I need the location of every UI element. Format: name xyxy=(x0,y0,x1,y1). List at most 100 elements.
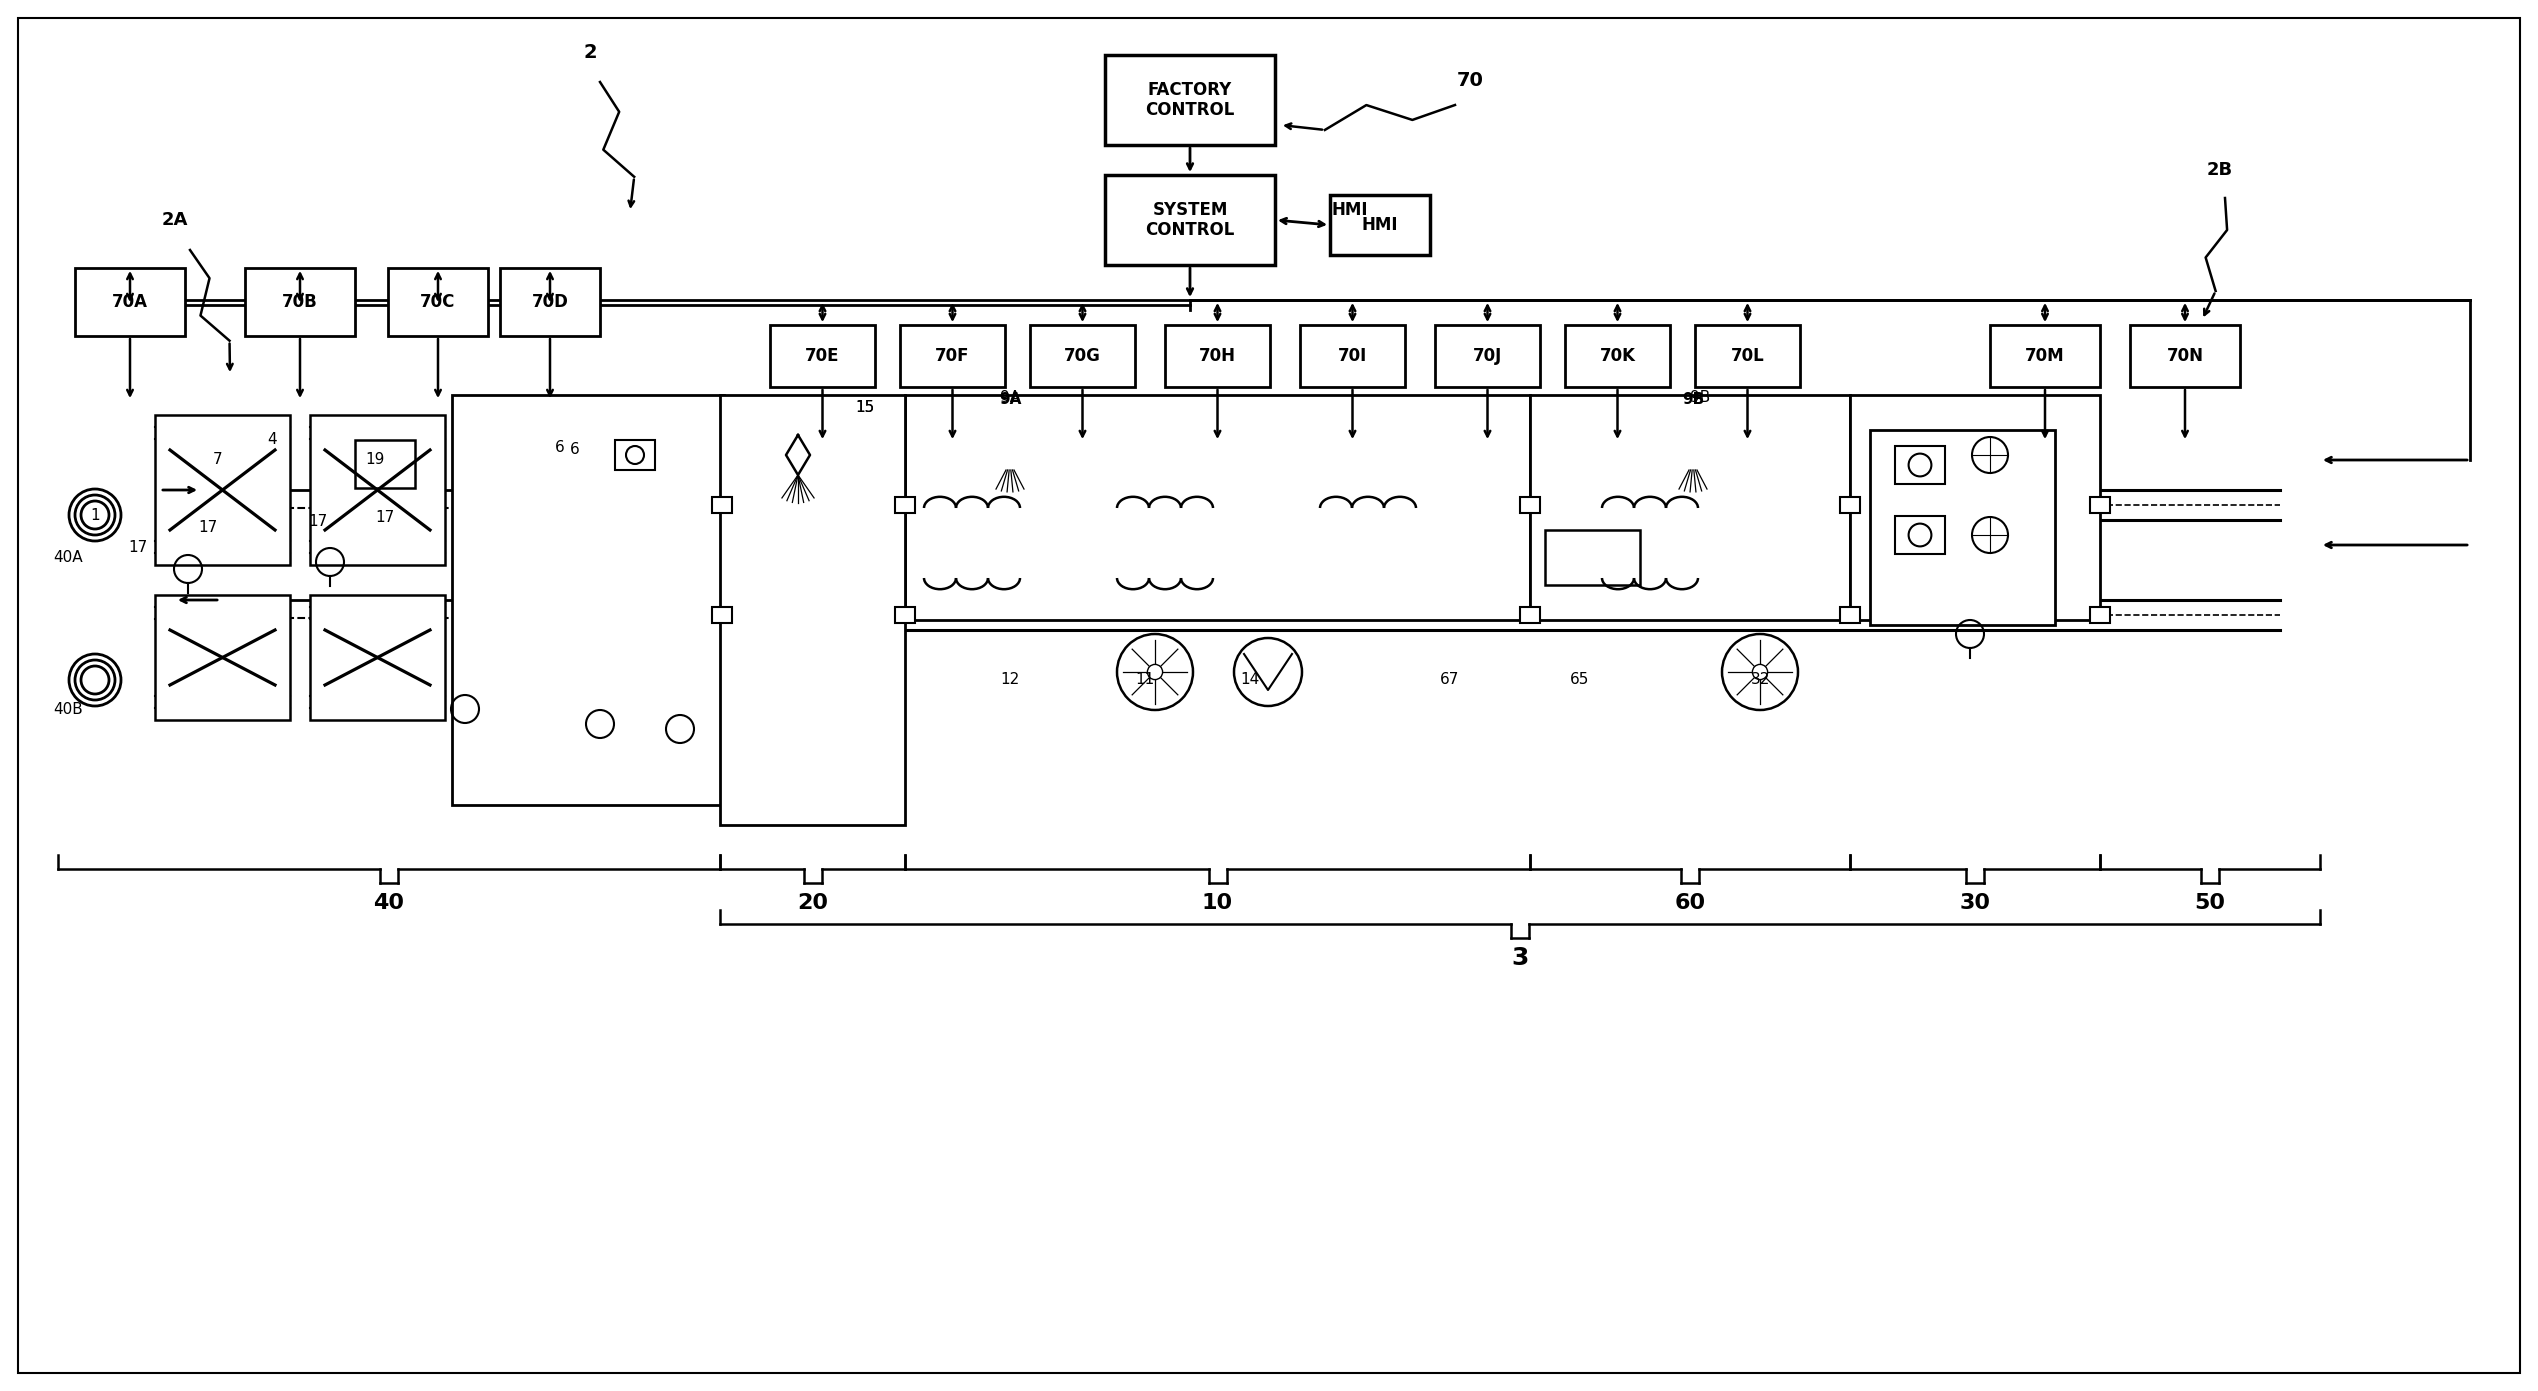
Bar xyxy=(1520,606,1541,623)
Text: 9A: 9A xyxy=(1000,392,1020,408)
Text: 10: 10 xyxy=(1203,893,1233,912)
Text: 70A: 70A xyxy=(112,294,147,312)
Text: 1: 1 xyxy=(91,508,99,523)
Circle shape xyxy=(627,447,645,465)
Text: 6: 6 xyxy=(556,441,566,455)
Text: 70K: 70K xyxy=(1599,346,1634,364)
Text: 2: 2 xyxy=(584,43,596,61)
Circle shape xyxy=(1972,517,2008,554)
Bar xyxy=(355,440,416,488)
Bar xyxy=(1871,430,2056,625)
Bar xyxy=(1530,395,1850,620)
Bar xyxy=(500,268,599,337)
Text: 17: 17 xyxy=(376,510,393,526)
Circle shape xyxy=(1721,634,1797,709)
Text: 7: 7 xyxy=(213,452,223,467)
Text: 6: 6 xyxy=(571,442,579,458)
Bar xyxy=(2089,497,2109,513)
Text: 30: 30 xyxy=(1959,893,1990,912)
Text: 9B: 9B xyxy=(1690,391,1711,406)
Bar xyxy=(1030,325,1134,387)
Text: 17: 17 xyxy=(198,520,218,536)
Text: 40A: 40A xyxy=(53,551,84,566)
Text: 3: 3 xyxy=(1510,946,1528,970)
Text: HMI: HMI xyxy=(1332,202,1368,218)
Text: SYSTEM
CONTROL: SYSTEM CONTROL xyxy=(1145,200,1233,239)
Text: 15: 15 xyxy=(855,401,876,416)
Bar xyxy=(1104,175,1274,266)
Text: 4: 4 xyxy=(266,433,277,448)
Text: 70L: 70L xyxy=(1731,346,1764,364)
Bar xyxy=(155,415,289,565)
Bar xyxy=(1896,516,1944,554)
Bar xyxy=(1695,325,1799,387)
Bar xyxy=(721,395,906,825)
Bar xyxy=(155,595,289,721)
Bar xyxy=(1165,325,1269,387)
Bar xyxy=(1840,606,1860,623)
Text: HMI: HMI xyxy=(1363,216,1398,234)
Bar xyxy=(1990,325,2099,387)
Circle shape xyxy=(1751,665,1766,680)
Text: 12: 12 xyxy=(1000,672,1020,687)
Text: FACTORY
CONTROL: FACTORY CONTROL xyxy=(1145,81,1233,120)
Text: 40B: 40B xyxy=(53,702,84,718)
Text: 11: 11 xyxy=(1134,672,1155,687)
Bar xyxy=(388,268,487,337)
Circle shape xyxy=(1147,665,1162,680)
Text: 19: 19 xyxy=(365,452,386,467)
Bar xyxy=(769,325,876,387)
Text: 70: 70 xyxy=(1457,71,1482,89)
Bar xyxy=(614,440,655,470)
Text: 70G: 70G xyxy=(1063,346,1101,364)
Text: 9B: 9B xyxy=(1683,392,1703,408)
Bar xyxy=(1840,497,1860,513)
Text: 17: 17 xyxy=(129,541,147,555)
Text: 70E: 70E xyxy=(805,346,840,364)
Text: 70J: 70J xyxy=(1472,346,1502,364)
Text: 17: 17 xyxy=(310,515,327,530)
Bar xyxy=(1299,325,1406,387)
Text: 65: 65 xyxy=(1571,672,1589,687)
Text: 50: 50 xyxy=(2195,893,2226,912)
Text: 60: 60 xyxy=(1675,893,1706,912)
Bar xyxy=(310,415,444,565)
Text: 40: 40 xyxy=(373,893,404,912)
Bar xyxy=(310,595,444,721)
Text: 15: 15 xyxy=(855,401,876,416)
Text: 70B: 70B xyxy=(282,294,317,312)
Text: 70M: 70M xyxy=(2025,346,2066,364)
Text: 2B: 2B xyxy=(2208,161,2233,179)
Circle shape xyxy=(1117,634,1193,709)
Text: 9A: 9A xyxy=(1000,391,1020,406)
Text: 67: 67 xyxy=(1439,672,1459,687)
Bar xyxy=(2129,325,2241,387)
Bar xyxy=(452,395,723,805)
Circle shape xyxy=(1909,523,1931,547)
Bar xyxy=(1104,56,1274,145)
Text: 70N: 70N xyxy=(2167,346,2203,364)
Bar xyxy=(1520,497,1541,513)
Bar xyxy=(713,497,731,513)
Text: 70D: 70D xyxy=(530,294,569,312)
Bar xyxy=(896,606,916,623)
Text: 14: 14 xyxy=(1241,672,1259,687)
Bar xyxy=(246,268,355,337)
Circle shape xyxy=(1972,437,2008,473)
Bar xyxy=(906,395,1530,620)
Text: 70F: 70F xyxy=(934,346,970,364)
Bar xyxy=(1330,195,1429,255)
Bar xyxy=(1546,530,1640,586)
Text: 70I: 70I xyxy=(1338,346,1368,364)
Text: 70C: 70C xyxy=(421,294,457,312)
Bar xyxy=(901,325,1005,387)
Bar xyxy=(713,606,731,623)
Text: 20: 20 xyxy=(797,893,827,912)
Bar xyxy=(76,268,185,337)
Bar xyxy=(1566,325,1670,387)
Circle shape xyxy=(1909,453,1931,476)
Bar xyxy=(1896,447,1944,484)
Text: 70H: 70H xyxy=(1198,346,1236,364)
Circle shape xyxy=(1233,638,1302,707)
Bar xyxy=(2089,606,2109,623)
